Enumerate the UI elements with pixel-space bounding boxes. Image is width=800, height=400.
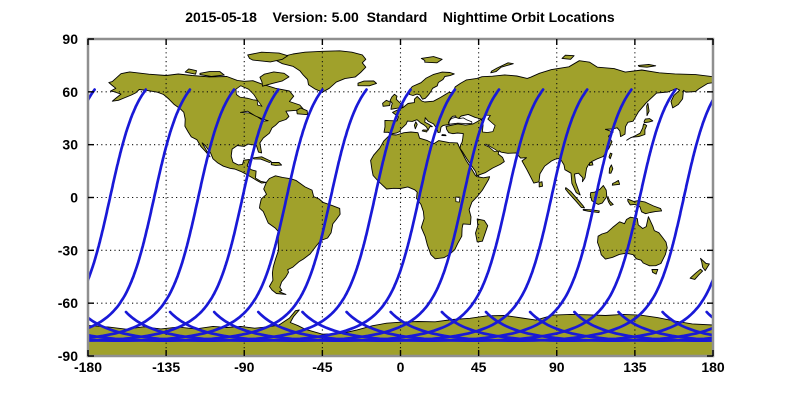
- y-tick-label: -30: [58, 242, 78, 258]
- land-ellesmere-island: [247, 51, 289, 63]
- orbit-track: [256, 88, 589, 343]
- land-hainan: [588, 161, 594, 166]
- orbit-track: [705, 310, 713, 320]
- orbit-track: [212, 88, 545, 343]
- land-sardinia-corsica: [413, 121, 418, 130]
- land-honshu: [626, 123, 648, 141]
- orbit-track: [88, 88, 236, 340]
- land-australia: [597, 216, 668, 267]
- orbit-track: [440, 276, 713, 343]
- orbit-track: [88, 88, 96, 103]
- orbit-track: [751, 90, 800, 341]
- land-banks-island: [184, 68, 197, 75]
- land-svalbard: [420, 56, 443, 64]
- orbit-track: [484, 310, 713, 343]
- plot-title: 2015-05-18 Version: 5.00 Standard Nightt…: [185, 9, 615, 25]
- orbit-track: [88, 88, 412, 343]
- land-luzon: [608, 164, 614, 174]
- orbit-track: [88, 88, 368, 343]
- land-madagascar: [475, 218, 489, 243]
- land-sulawesi: [606, 196, 614, 206]
- tick-marks: [87, 38, 714, 357]
- land-new-zealand-south: [689, 268, 704, 280]
- y-tick-label: 60: [62, 84, 78, 100]
- land-newfoundland: [296, 107, 309, 116]
- land-sri-lanka: [538, 181, 543, 188]
- land-new-guinea: [627, 198, 663, 215]
- land-sicily: [421, 129, 428, 133]
- orbit-track: [389, 97, 713, 343]
- land-new-zealand-north: [700, 257, 710, 272]
- land-eurasia: [383, 60, 713, 196]
- x-tick-label: 0: [397, 359, 405, 375]
- y-tick-label: -60: [58, 295, 78, 311]
- land-hispaniola: [270, 162, 283, 166]
- land-victoria-island: [199, 71, 225, 77]
- land-africa: [370, 131, 491, 260]
- y-tick-label: 90: [62, 31, 78, 47]
- orbit-track: [345, 88, 677, 343]
- water-black-sea: [448, 117, 473, 125]
- x-tick-label: -135: [152, 359, 180, 375]
- land-new-siberian-islands: [637, 64, 657, 68]
- x-tick-label: -45: [312, 359, 332, 375]
- orbit-track: [88, 88, 324, 343]
- land-baffin-island: [259, 71, 290, 87]
- grid-layer: [88, 39, 713, 356]
- x-tick-label: 90: [549, 359, 565, 375]
- land-severnaya-zemlya: [561, 54, 575, 60]
- x-tick-label: 180: [701, 359, 725, 375]
- water-hudson-bay: [235, 85, 263, 107]
- water-great-lakes: [240, 110, 269, 122]
- orbit-track: [795, 90, 800, 341]
- land-south-america: [259, 175, 341, 295]
- x-tick-label: -180: [74, 359, 102, 375]
- orbit-track: [124, 88, 457, 343]
- land-iceland: [357, 80, 377, 87]
- orbit-track: [301, 88, 633, 343]
- y-tick-label: -90: [58, 348, 78, 364]
- land-sumatra: [564, 187, 585, 209]
- y-tick-label: 0: [70, 190, 78, 206]
- land-hokkaido: [643, 118, 654, 124]
- land-taiwan: [608, 152, 613, 160]
- x-tick-label: 45: [471, 359, 487, 375]
- water-persian-gulf: [484, 143, 499, 152]
- orbit-track: [0, 90, 6, 341]
- x-tick-label: 135: [623, 359, 647, 375]
- orbit-track-layer: [0, 88, 800, 343]
- orbit-track: [88, 88, 148, 284]
- land-mindanao: [611, 179, 621, 186]
- y-tick-label: 30: [62, 137, 78, 153]
- land-novaya-zemlya: [490, 62, 514, 74]
- land-ireland: [382, 99, 391, 107]
- orbit-track: [0, 90, 51, 341]
- orbit-track: [168, 88, 501, 343]
- land-scandinavia: [408, 71, 455, 100]
- land-sakhalin: [646, 102, 650, 117]
- orbit-track: [88, 88, 192, 330]
- x-tick-label: -90: [234, 359, 254, 375]
- orbit-track: [88, 88, 280, 342]
- land-greenland: [275, 50, 367, 93]
- orbit-track: [661, 310, 713, 337]
- land-tasmania: [651, 268, 659, 275]
- land-cuba: [252, 156, 272, 163]
- land-crete: [441, 134, 447, 137]
- axis-labels: -180 -135 -90 -45 0 45 90 135 180 90 60 30 0 -30 -60 -9…: [58, 31, 725, 375]
